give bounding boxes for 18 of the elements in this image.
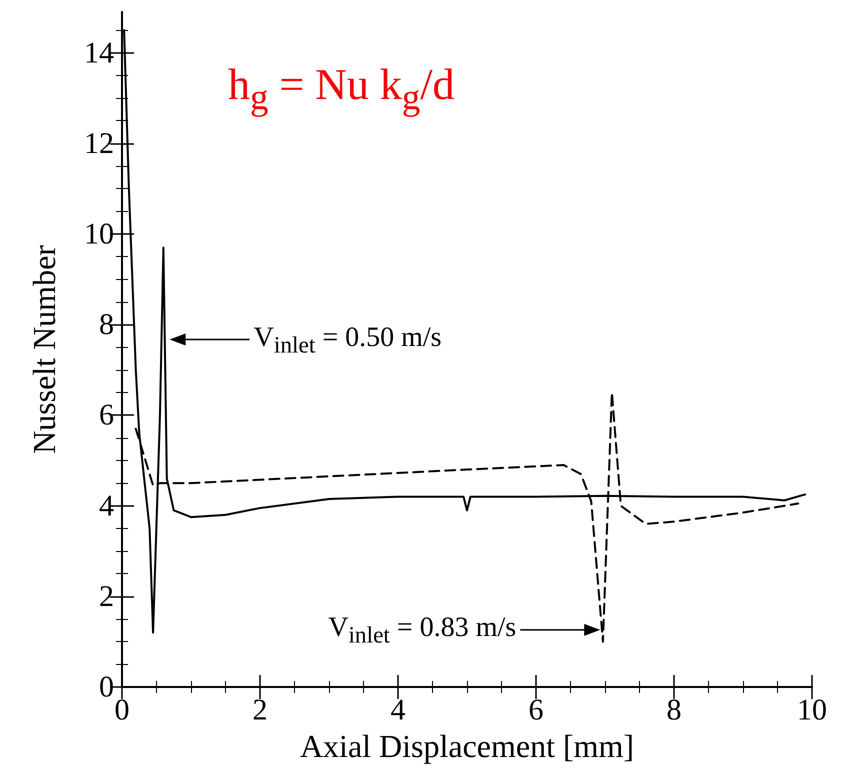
x-tick-label: 8 (666, 694, 682, 726)
y-tick-label: 6 (99, 398, 114, 432)
x-tick-label: 2 (252, 694, 268, 726)
annotation: V$_{inlet}$ = 0.50 m/s (254, 322, 442, 358)
x-tick-label: 4 (390, 694, 406, 726)
y-tick-label: 2 (99, 580, 114, 613)
x-tick-label: 6 (528, 694, 544, 726)
y-axis-title: Nusselt Number (26, 244, 62, 454)
y-tick-label: 0 (99, 670, 114, 704)
annotation: V$_{inlet}$ = 0.83 m/s (328, 612, 516, 648)
y-tick-label: 4 (99, 489, 114, 522)
y-tick-label: 8 (99, 308, 114, 342)
x-axis-title: Axial Displacement [mm] (300, 728, 634, 764)
y-tick-label: 10 (84, 217, 114, 250)
y-tick-label: 14 (84, 36, 114, 70)
x-tick-label: 10 (797, 694, 827, 726)
y-tick-label: 12 (84, 126, 114, 160)
annotation: h$_{g}$ = Nu k$_{g}$/d (228, 60, 454, 117)
